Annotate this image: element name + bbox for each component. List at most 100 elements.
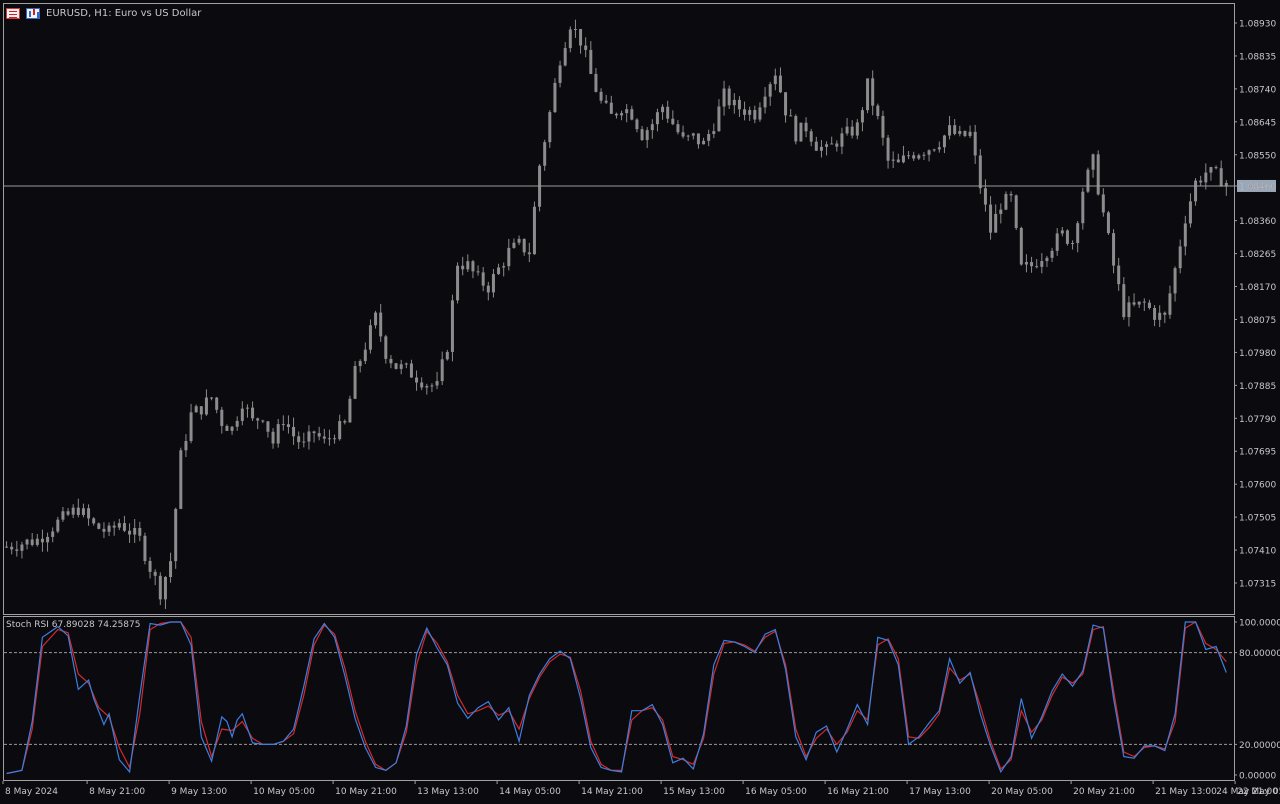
candle bbox=[476, 265, 480, 276]
candle bbox=[87, 504, 91, 526]
candle-body bbox=[163, 576, 167, 600]
candle bbox=[30, 532, 34, 547]
candle bbox=[384, 334, 388, 364]
price-tick-label: 1.07410 bbox=[1239, 547, 1276, 557]
candle bbox=[40, 529, 44, 552]
chart-window-icon[interactable] bbox=[26, 7, 40, 19]
candle-body bbox=[389, 358, 393, 364]
candle bbox=[358, 359, 362, 373]
candle bbox=[589, 41, 593, 75]
candle bbox=[763, 87, 767, 114]
candle-body bbox=[235, 420, 239, 427]
candle bbox=[1132, 293, 1136, 307]
candle-body bbox=[1224, 182, 1228, 187]
candle bbox=[1112, 229, 1116, 274]
candle-body bbox=[532, 206, 536, 255]
candle-body bbox=[604, 100, 608, 103]
candle-body bbox=[343, 421, 347, 423]
candle bbox=[809, 128, 813, 147]
candle-body bbox=[210, 397, 214, 399]
candle bbox=[1173, 266, 1177, 302]
stoch-axis: 100.00000 80.00000 20.00000 0.00000 bbox=[1234, 619, 1280, 782]
candle bbox=[989, 196, 993, 240]
candle-body bbox=[589, 49, 593, 74]
candle bbox=[502, 262, 506, 277]
candle bbox=[251, 401, 255, 421]
price-tick-label: 1.07600 bbox=[1239, 481, 1276, 491]
candle-body bbox=[845, 126, 849, 134]
bid-price-line: 1.08460 bbox=[4, 179, 1276, 192]
candle-body bbox=[1024, 262, 1028, 265]
candle-body bbox=[261, 420, 265, 422]
candle bbox=[579, 28, 583, 54]
candle-body bbox=[363, 349, 367, 362]
candle-body bbox=[804, 122, 808, 132]
candle-body bbox=[1137, 301, 1141, 305]
candle-body bbox=[927, 150, 931, 155]
candle-body bbox=[420, 382, 424, 388]
candle-body bbox=[502, 266, 506, 268]
candle bbox=[1045, 255, 1049, 268]
candle bbox=[676, 120, 680, 135]
candle-body bbox=[825, 144, 829, 147]
candle bbox=[466, 254, 470, 272]
candle bbox=[1199, 175, 1203, 187]
candle bbox=[430, 383, 434, 393]
candle bbox=[963, 130, 967, 138]
candle bbox=[312, 430, 316, 443]
candle-body bbox=[1071, 243, 1075, 245]
time-tick-label: 9 May 13:00 bbox=[171, 787, 227, 797]
candle-body bbox=[999, 209, 1003, 214]
candle bbox=[645, 127, 649, 148]
candle-body bbox=[199, 406, 203, 415]
candle bbox=[1183, 215, 1187, 256]
candle bbox=[527, 242, 531, 263]
symbol-title: EURUSD, H1: Euro vs US Dollar bbox=[46, 7, 202, 19]
candle bbox=[286, 415, 290, 434]
candle-body bbox=[87, 508, 91, 519]
candle bbox=[845, 117, 849, 136]
candle-body bbox=[322, 436, 326, 439]
stoch-tick-label: 20.00000 bbox=[1239, 741, 1280, 751]
candle-body bbox=[789, 115, 793, 117]
candle-body bbox=[855, 122, 859, 136]
candle bbox=[138, 521, 142, 542]
candle-body bbox=[1050, 250, 1054, 258]
candle bbox=[978, 149, 982, 194]
time-tick-label: 16 May 21:00 bbox=[827, 787, 889, 797]
candle-body bbox=[650, 124, 654, 131]
candle-body bbox=[251, 407, 255, 419]
candle-body bbox=[240, 408, 244, 421]
candle bbox=[420, 377, 424, 391]
candle-body bbox=[158, 575, 162, 600]
candle bbox=[871, 70, 875, 116]
candle-body bbox=[702, 140, 706, 145]
candle-body bbox=[696, 133, 700, 145]
candle-body bbox=[773, 75, 777, 85]
time-tick-label: 8 May 2024 bbox=[5, 787, 58, 797]
candle-body bbox=[942, 135, 946, 148]
candle-body bbox=[1035, 266, 1039, 268]
candle bbox=[620, 110, 624, 121]
candle bbox=[210, 397, 214, 401]
candle bbox=[266, 421, 270, 438]
candle bbox=[891, 151, 895, 168]
candle-body bbox=[661, 106, 665, 113]
candle-body bbox=[66, 511, 70, 515]
candle bbox=[748, 106, 752, 121]
candle bbox=[450, 294, 454, 362]
candle-body bbox=[471, 261, 475, 272]
candle-body bbox=[204, 397, 208, 415]
candle-body bbox=[635, 119, 639, 130]
symbol-list-icon[interactable] bbox=[6, 7, 20, 19]
candle-body bbox=[348, 398, 352, 423]
candle bbox=[1147, 299, 1151, 310]
candle bbox=[860, 107, 864, 132]
candle bbox=[394, 362, 398, 370]
candle bbox=[51, 527, 55, 543]
candle-body bbox=[486, 285, 490, 293]
candle bbox=[35, 533, 39, 547]
candle bbox=[46, 532, 50, 552]
